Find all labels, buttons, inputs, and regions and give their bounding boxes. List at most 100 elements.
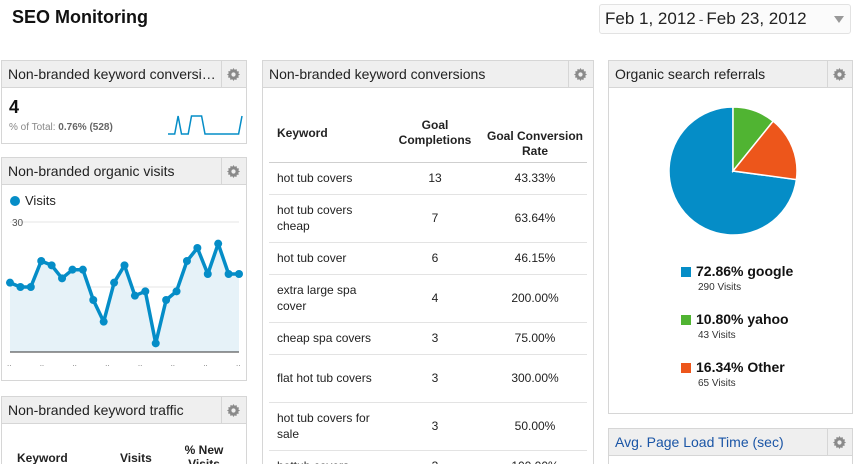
data-point[interactable] — [172, 287, 181, 296]
data-point[interactable] — [110, 278, 119, 287]
legend-swatch — [681, 363, 691, 373]
keyword-cell[interactable]: hot tub covers — [269, 162, 387, 195]
chart-legend: Visits — [10, 193, 56, 208]
rate-cell: 100.00% — [483, 450, 587, 464]
data-point[interactable] — [26, 283, 35, 291]
keyword-cell[interactable]: cheap spa covers — [269, 322, 387, 355]
table-row[interactable]: hot tub covers 13 43.33% — [269, 162, 587, 195]
column-header-completions[interactable]: Goal Completions — [387, 104, 483, 163]
widget-title: Non-branded organic visits — [2, 158, 246, 185]
keyword-cell[interactable]: flat hot tub covers — [269, 354, 387, 403]
data-point[interactable] — [141, 287, 150, 296]
y-tick-label: 30 — [12, 218, 24, 229]
column-header-new-visits: % New Visits — [184, 443, 224, 464]
completions-cell: 3 — [387, 354, 483, 403]
pie-slice-other[interactable] — [731, 120, 798, 181]
data-point[interactable] — [224, 270, 233, 278]
widget-organic-visits: Non-branded organic visits Visits 3015..… — [1, 157, 247, 381]
x-tick-label: .. — [236, 359, 240, 368]
legend-source: yahoo — [747, 311, 789, 327]
keyword-cell[interactable]: hot tub cover — [269, 242, 387, 275]
legend-item: 72.86% google 290 Visits — [681, 263, 793, 293]
column-header-visits: Visits — [120, 451, 152, 464]
legend-pct: 16.34% — [696, 359, 744, 375]
data-point[interactable] — [130, 291, 139, 300]
data-point[interactable] — [120, 261, 129, 270]
widget-title-text: Non-branded keyword traffic — [8, 402, 184, 418]
completions-cell: 7 — [387, 194, 483, 243]
column-header-rate[interactable]: Goal Conversion Rate — [483, 104, 587, 163]
table-row[interactable]: hot tub covers for sale 3 50.00% — [269, 402, 587, 451]
widget-title[interactable]: Avg. Page Load Time (sec) — [609, 429, 852, 456]
table-row[interactable]: hot tub cover 6 46.15% — [269, 242, 587, 275]
gear-icon[interactable] — [827, 61, 851, 87]
rate-cell: 43.33% — [483, 162, 587, 195]
legend-item: 16.34% Other 65 Visits — [681, 359, 785, 389]
column-header-keyword[interactable]: Keyword — [269, 104, 387, 163]
gear-icon[interactable] — [827, 429, 851, 455]
legend-pct: 10.80% — [696, 311, 744, 327]
table-row[interactable]: hot tub covers cheap 7 63.64% — [269, 194, 587, 243]
page-title: SEO Monitoring — [12, 7, 148, 27]
legend-main: 72.86% google — [681, 263, 793, 279]
data-point[interactable] — [68, 265, 77, 274]
x-tick-label: .. — [40, 359, 44, 368]
data-point[interactable] — [151, 339, 160, 348]
legend-visits: 65 Visits — [698, 378, 736, 389]
widget-title: Non-branded keyword conversions — [2, 61, 246, 88]
data-point[interactable] — [99, 317, 108, 326]
column-header-keyword: Keyword — [17, 451, 68, 464]
widget-title-text[interactable]: Avg. Page Load Time (sec) — [615, 434, 784, 450]
x-tick-label: .. — [171, 359, 175, 368]
data-point[interactable] — [203, 270, 212, 278]
data-point[interactable] — [162, 296, 171, 304]
keyword-cell[interactable]: extra large spa cover — [269, 274, 387, 323]
data-point[interactable] — [6, 278, 14, 287]
table-wrapper: Keyword Goal Completions Goal Conversion… — [263, 88, 593, 464]
legend-pct: 72.86% — [696, 263, 744, 279]
data-point[interactable] — [78, 265, 87, 274]
x-tick-label: .. — [203, 359, 207, 368]
date-range-picker[interactable]: Feb 1, 2012 - Feb 23, 2012 — [599, 4, 851, 34]
data-point[interactable] — [89, 296, 98, 304]
gear-icon[interactable] — [221, 61, 245, 87]
data-point[interactable] — [58, 274, 67, 283]
rate-cell: 300.00% — [483, 354, 587, 403]
completions-cell: 13 — [387, 162, 483, 195]
data-point[interactable] — [235, 270, 243, 278]
widget-conversions-table: Non-branded keyword conversions Keyword … — [262, 60, 594, 464]
data-point[interactable] — [214, 239, 223, 248]
data-point[interactable] — [47, 261, 56, 270]
table-row[interactable]: flat hot tub covers 3 300.00% — [269, 354, 587, 403]
data-point[interactable] — [182, 257, 191, 265]
chevron-down-icon — [834, 16, 844, 23]
widget-title-text: Non-branded organic visits — [8, 163, 175, 179]
legend-swatch — [681, 315, 691, 325]
data-point[interactable] — [16, 283, 25, 291]
gear-icon[interactable] — [221, 397, 245, 423]
rate-cell: 75.00% — [483, 322, 587, 355]
metric-subtext: % of Total: 0.76% (528) — [9, 122, 113, 133]
x-tick-label: .. — [138, 359, 142, 368]
data-point[interactable] — [193, 244, 202, 252]
gear-icon[interactable] — [568, 61, 592, 87]
widget-keyword-traffic: Non-branded keyword traffic Keyword Visi… — [1, 396, 247, 464]
table-row[interactable]: cheap spa covers 3 75.00% — [269, 322, 587, 355]
x-tick-label: .. — [7, 359, 11, 368]
legend-visits: 43 Visits — [698, 330, 736, 341]
sparkline-line — [168, 115, 243, 135]
date-separator: - — [698, 11, 704, 27]
keyword-cell[interactable]: hot tub covers cheap — [269, 194, 387, 243]
widget-title-text: Non-branded keyword conversions — [8, 66, 225, 82]
gear-icon[interactable] — [221, 158, 245, 184]
keyword-cell[interactable]: hot tub covers for sale — [269, 402, 387, 451]
table-row[interactable]: extra large spa cover 4 200.00% — [269, 274, 587, 323]
widget-title-text: Organic search referrals — [615, 66, 766, 82]
data-point[interactable] — [37, 257, 46, 265]
completions-cell: 3 — [387, 402, 483, 451]
widget-title: Organic search referrals — [609, 61, 852, 88]
visits-line-chart: 3015................ — [6, 218, 243, 368]
legend-item: 10.80% yahoo 43 Visits — [681, 311, 789, 341]
